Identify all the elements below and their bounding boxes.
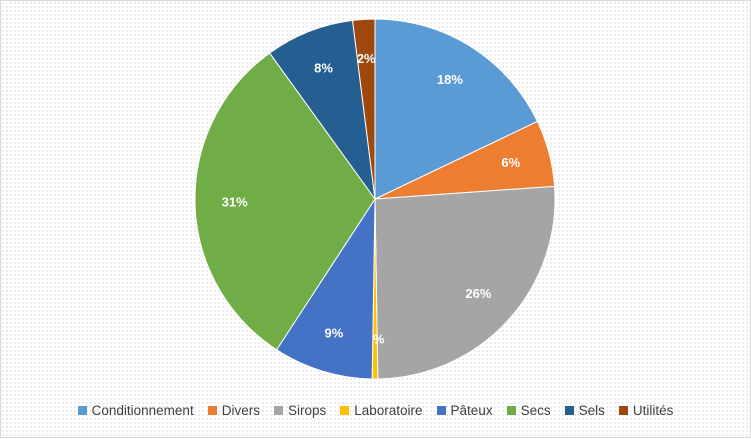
legend-item: Utilités: [618, 403, 674, 418]
pie-slice-conditionnement: [374, 18, 539, 200]
legend-label: Laboratoire: [354, 403, 423, 418]
legend-swatch: [564, 406, 574, 415]
legend-item: Sels: [564, 403, 605, 418]
data-label: 2%: [357, 51, 376, 66]
data-label: 26%: [465, 286, 491, 301]
data-label: 18%: [437, 72, 463, 87]
legend-item: Divers: [207, 403, 260, 418]
legend-item: Pâteux: [436, 403, 493, 418]
legend: Conditionnement Divers Sirops Laboratoire Pâ…: [1, 403, 750, 418]
legend-item: Conditionnement: [77, 403, 194, 418]
legend-item: Laboratoire: [340, 403, 423, 418]
data-label: 31%: [222, 194, 248, 209]
legend-swatch: [207, 406, 217, 415]
legend-swatch: [506, 406, 516, 415]
legend-label: Sirops: [287, 403, 327, 418]
legend-label: Secs: [520, 403, 551, 418]
data-label: 9%: [325, 325, 344, 340]
legend-label: Conditionnement: [91, 403, 194, 418]
pie-slice-utilites: [351, 18, 376, 200]
pie-slice-sels: [268, 19, 376, 200]
data-label: 8%: [314, 60, 333, 75]
legend-label: Divers: [221, 403, 260, 418]
legend-item: Secs: [506, 403, 551, 418]
legend-label: Utilités: [632, 403, 674, 418]
legend-item: Sirops: [273, 403, 327, 418]
legend-swatch: [618, 406, 628, 415]
legend-swatch: [436, 406, 446, 415]
legend-swatch: [77, 406, 87, 415]
data-label: 6%: [501, 155, 520, 170]
legend-label: Pâteux: [450, 403, 493, 418]
legend-swatch: [340, 406, 350, 415]
pie-slice-pateux: [275, 197, 376, 380]
pie-slice-secs: [194, 52, 376, 351]
pie-slice-sirops: [374, 185, 556, 380]
legend-label: Sels: [578, 403, 605, 418]
legend-swatch: [273, 406, 283, 415]
